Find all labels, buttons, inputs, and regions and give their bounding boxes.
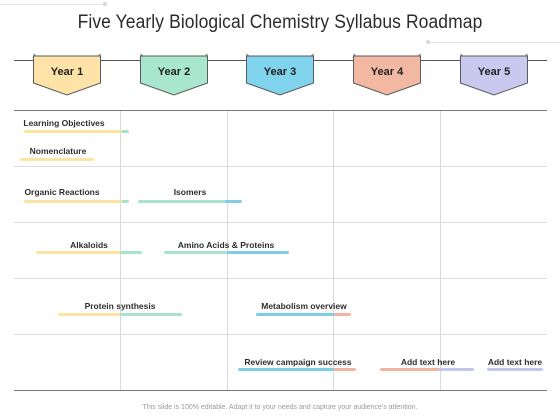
year-label: Year 5 bbox=[477, 66, 511, 78]
roadmap-item-bar bbox=[58, 313, 182, 316]
roadmap-item-bar bbox=[20, 158, 94, 161]
grid-row-divider bbox=[14, 334, 547, 335]
bar-segment bbox=[121, 200, 129, 203]
bar-segment bbox=[20, 158, 94, 161]
roadmap-item-label: Organic Reactions bbox=[24, 187, 100, 197]
bar-segment bbox=[58, 313, 120, 316]
roadmap-item-label: Metabolism overview bbox=[261, 301, 347, 311]
roadmap-item-label: Add text here bbox=[400, 357, 456, 367]
roadmap-item-label: Learning Objectives bbox=[23, 118, 105, 128]
bar-segment bbox=[333, 313, 351, 316]
roadmap-item-bar bbox=[238, 368, 356, 371]
bar-segment bbox=[36, 251, 120, 254]
decorative-dot-top-left bbox=[103, 2, 107, 6]
banner-shape bbox=[246, 53, 314, 96]
year-banner-1: Year 1 bbox=[32, 53, 102, 97]
roadmap-item-bar bbox=[24, 200, 129, 203]
year-banner-5: Year 5 bbox=[459, 53, 529, 97]
grid-column-divider bbox=[227, 110, 228, 390]
bar-segment bbox=[256, 313, 334, 316]
grid-row-divider bbox=[14, 222, 547, 223]
bar-segment bbox=[24, 130, 122, 133]
roadmap-item-bar bbox=[138, 200, 242, 203]
year-label: Year 2 bbox=[157, 66, 191, 78]
roadmap-item-label: Isomers bbox=[173, 187, 207, 197]
roadmap-item-bar bbox=[36, 251, 142, 254]
roadmap-item-bar bbox=[380, 368, 474, 371]
roadmap-item-bar bbox=[256, 313, 351, 316]
bar-segment bbox=[225, 200, 242, 203]
year-label: Year 1 bbox=[50, 66, 84, 78]
banner-shape bbox=[33, 53, 101, 96]
bar-segment bbox=[439, 368, 474, 371]
grid-top-border bbox=[14, 110, 547, 111]
bar-segment bbox=[119, 251, 142, 254]
roadmap-item-label: Alkaloids bbox=[70, 240, 108, 250]
roadmap-item-bar bbox=[487, 368, 543, 371]
bar-segment bbox=[238, 368, 334, 371]
decorative-line-top-left bbox=[0, 4, 105, 5]
roadmap-item-label: Nomenclature bbox=[29, 146, 87, 156]
grid-bottom-border bbox=[14, 390, 547, 391]
banner-shape bbox=[140, 53, 208, 96]
grid-column-divider bbox=[333, 110, 334, 390]
grid-column-divider bbox=[440, 110, 441, 390]
footer-note: This slide is 100% editable. Adapt it to… bbox=[142, 404, 418, 411]
roadmap-item-label: Amino Acids & Proteins bbox=[177, 240, 275, 250]
page-title: Five Yearly Biological Chemistry Syllabu… bbox=[77, 12, 483, 33]
banner-shape bbox=[460, 53, 528, 96]
bar-segment bbox=[226, 251, 289, 254]
roadmap-item-label: Protein synthesis bbox=[84, 301, 156, 311]
bar-segment bbox=[24, 200, 122, 203]
year-banner-2: Year 2 bbox=[139, 53, 209, 97]
year-banner-3: Year 3 bbox=[245, 53, 315, 97]
year-banner-4: Year 4 bbox=[352, 53, 422, 97]
bar-segment bbox=[380, 368, 440, 371]
bar-segment bbox=[487, 368, 543, 371]
decorative-line-top-right bbox=[428, 42, 560, 43]
grid-column-divider bbox=[120, 110, 121, 390]
banner-shape bbox=[353, 53, 421, 96]
bar-segment bbox=[120, 313, 182, 316]
year-label: Year 3 bbox=[263, 66, 297, 78]
roadmap-item-label: Add text here bbox=[487, 357, 543, 367]
roadmap-item-bar bbox=[24, 130, 129, 133]
bar-segment bbox=[333, 368, 356, 371]
roadmap-item-label: Review campaign success bbox=[244, 357, 352, 367]
grid-row-divider bbox=[14, 166, 547, 167]
bar-segment bbox=[121, 130, 129, 133]
year-label: Year 4 bbox=[370, 66, 404, 78]
grid-row-divider bbox=[14, 278, 547, 279]
bar-segment bbox=[138, 200, 226, 203]
decorative-dot-top-right bbox=[426, 40, 430, 44]
roadmap-item-bar bbox=[164, 251, 289, 254]
bar-segment bbox=[164, 251, 227, 254]
